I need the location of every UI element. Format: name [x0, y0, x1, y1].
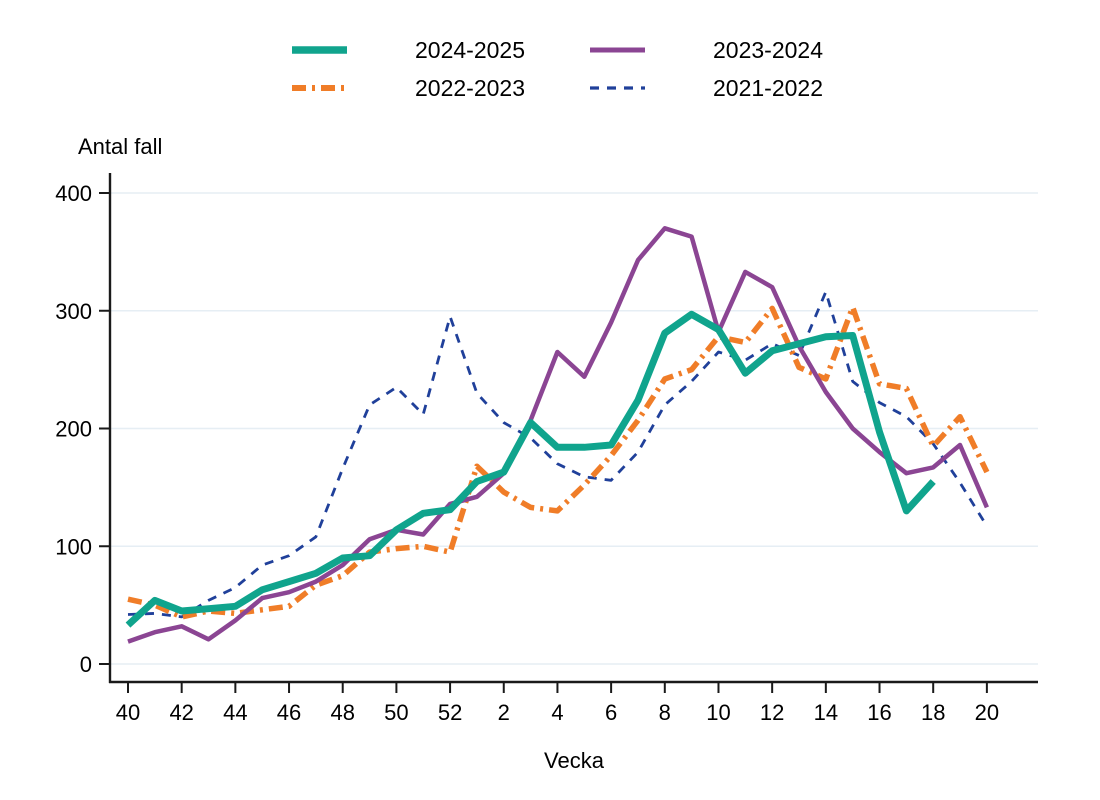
- x-tick-label-44: 44: [223, 700, 247, 725]
- legend-swatch-2024-2025: [292, 46, 347, 54]
- legend-label-2024-2025: 2024-2025: [415, 37, 525, 63]
- series-line-2022-2023: [127, 304, 990, 620]
- y-tick-label-200: 200: [55, 417, 92, 442]
- x-axis-title: Vecka: [544, 748, 604, 773]
- y-tick-label-100: 100: [55, 534, 92, 559]
- x-tick-label-52: 52: [438, 700, 462, 725]
- x-tick-label-18: 18: [921, 700, 945, 725]
- x-tick-label-40: 40: [116, 700, 140, 725]
- legend-item-2024-2025: 2024-2025: [292, 37, 525, 63]
- legend-item-2023-2024: 2023-2024: [590, 37, 823, 63]
- x-tick-label-46: 46: [277, 700, 301, 725]
- x-tick-label-14: 14: [814, 700, 838, 725]
- x-tick-label-2: 2: [498, 700, 510, 725]
- legend-label-2023-2024: 2023-2024: [713, 37, 823, 63]
- x-tick-label-12: 12: [760, 700, 784, 725]
- x-tick-label-4: 4: [551, 700, 563, 725]
- y-tick-label-300: 300: [55, 299, 92, 324]
- x-tick-label-48: 48: [330, 700, 354, 725]
- x-tick-label-10: 10: [706, 700, 730, 725]
- series-line-2024-2025: [125, 310, 936, 628]
- x-tick-label-42: 42: [169, 700, 193, 725]
- legend-swatch-2023-2024: [590, 47, 645, 53]
- x-tick-label-8: 8: [659, 700, 671, 725]
- legend-label-2022-2023: 2022-2023: [415, 75, 525, 101]
- x-tick-label-50: 50: [384, 700, 408, 725]
- y-axis-title: Antal fall: [78, 134, 163, 159]
- x-tick-label-6: 6: [605, 700, 617, 725]
- legend-swatch-2022-2023: [292, 85, 347, 91]
- series-line-2023-2024: [127, 226, 989, 644]
- y-tick-label-400: 400: [55, 181, 92, 206]
- x-tick-label-16: 16: [867, 700, 891, 725]
- legend-item-2022-2023: 2022-2023: [292, 75, 525, 101]
- y-tick-label-0: 0: [80, 652, 92, 677]
- x-tick-label-20: 20: [975, 700, 999, 725]
- legend-item-2021-2022: 2021-2022: [590, 75, 823, 101]
- series-line-2021-2022: [127, 290, 989, 619]
- legend-label-2021-2022: 2021-2022: [713, 75, 823, 101]
